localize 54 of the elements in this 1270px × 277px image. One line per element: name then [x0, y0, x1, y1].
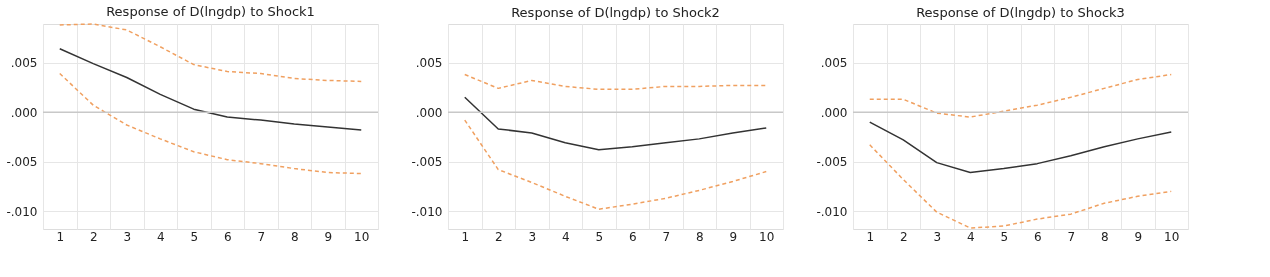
line-series — [869, 121, 1172, 174]
x-tick-label: 10 — [759, 229, 775, 244]
line-series — [464, 119, 767, 210]
line-series — [464, 73, 767, 91]
chart-title: Response of D(lngdp) to Shock2 — [511, 5, 720, 20]
x-tick-label: 3 — [528, 229, 537, 244]
x-tick-label: 4 — [966, 229, 975, 244]
x-tick-label: 3 — [933, 229, 942, 244]
y-tick-label: .005 — [820, 56, 848, 71]
x-tick-label: 9 — [1134, 229, 1143, 244]
x-tick-label: 10 — [354, 229, 370, 244]
x-tick-label: 1 — [461, 229, 470, 244]
x-tick-label: 7 — [662, 229, 671, 244]
x-tick-label: 6 — [223, 229, 232, 244]
line-series — [59, 23, 362, 83]
line-series — [59, 48, 362, 131]
x-tick-label: 8 — [695, 229, 704, 244]
x-tick-label: 5 — [595, 229, 604, 244]
x-tick-label: 8 — [1100, 229, 1109, 244]
x-tick-label: 9 — [324, 229, 333, 244]
x-tick-label: 1 — [866, 229, 875, 244]
y-tick-label: -.010 — [411, 204, 443, 219]
x-tick-label: 6 — [1033, 229, 1042, 244]
x-tick-label: 2 — [899, 229, 908, 244]
y-tick-label: .005 — [415, 56, 443, 71]
x-tick-label: 8 — [290, 229, 299, 244]
x-tick-label: 9 — [729, 229, 738, 244]
x-tick-label: 7 — [1067, 229, 1076, 244]
y-tick-label: .000 — [10, 105, 38, 120]
chart-title: Response of D(lngdp) to Shock1 — [106, 4, 315, 20]
y-tick-label: -.005 — [816, 155, 848, 170]
line-series — [464, 96, 767, 151]
x-tick-label: 7 — [257, 229, 266, 244]
line-series — [59, 72, 362, 175]
x-tick-label: 5 — [190, 229, 199, 244]
line-series — [869, 73, 1172, 118]
y-tick-label: -.005 — [411, 155, 443, 170]
x-tick-label: 5 — [1000, 229, 1009, 244]
x-tick-label: 2 — [494, 229, 503, 244]
y-tick-label: -.010 — [6, 204, 38, 219]
y-tick-label: .000 — [820, 105, 848, 120]
x-tick-label: 4 — [561, 229, 570, 244]
x-tick-label: 1 — [56, 229, 65, 244]
y-tick-label: -.005 — [6, 155, 38, 170]
y-tick-label: .005 — [10, 56, 38, 71]
line-series — [869, 144, 1172, 229]
x-tick-label: 6 — [628, 229, 637, 244]
x-tick-label: 4 — [156, 229, 165, 244]
x-tick-label: 10 — [1164, 229, 1180, 244]
y-tick-label: .000 — [415, 105, 443, 120]
chart-title: Response of D(lngdp) to Shock3 — [916, 5, 1125, 20]
x-tick-label: 2 — [89, 229, 98, 244]
y-tick-label: -.010 — [816, 204, 848, 219]
x-tick-label: 3 — [123, 229, 132, 244]
